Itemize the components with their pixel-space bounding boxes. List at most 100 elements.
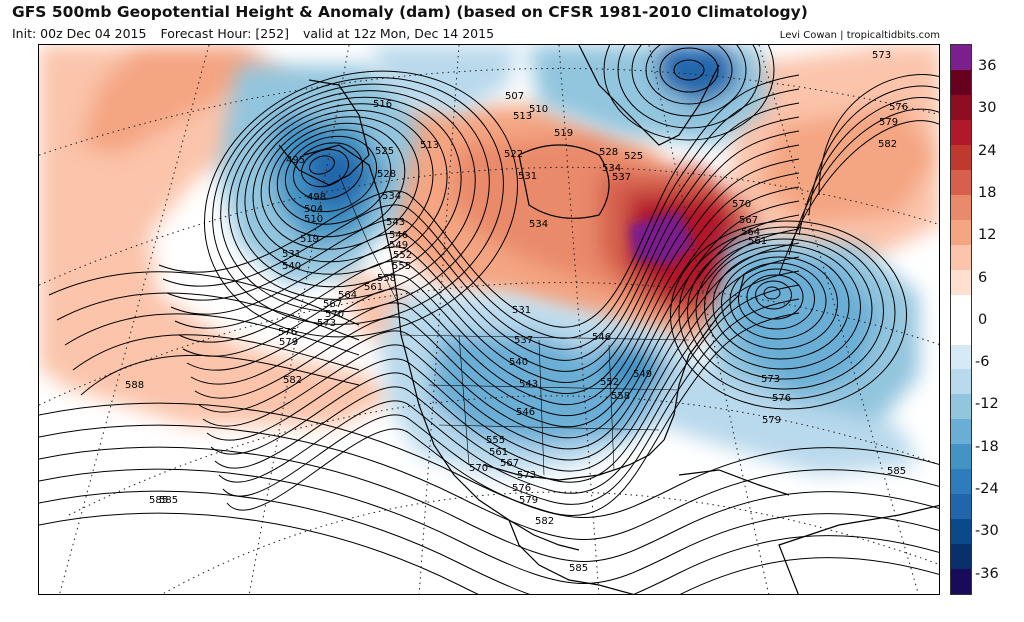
height-contour (162, 88, 800, 339)
southern-height-contour (39, 468, 939, 584)
height-contour (182, 158, 800, 394)
mexico-coast (508, 519, 634, 594)
alaska-low-contour (228, 90, 476, 300)
height-contour (218, 284, 800, 494)
cuba (678, 469, 790, 496)
colorbar-tick-label: 0 (978, 311, 988, 328)
colorbar-tick-label: 30 (978, 100, 997, 117)
atlantic-ridge-contour (818, 74, 939, 196)
contour-value-label: 525 (375, 146, 394, 157)
contour-value-label: 546 (592, 332, 611, 343)
alaska-low-contour (309, 155, 335, 175)
atlantic-ridge-contour (788, 108, 939, 256)
colorbar-tick-label: -18 (975, 438, 999, 455)
colorbar-segment (951, 244, 971, 270)
height-contour (198, 214, 800, 439)
atlantic-low-contour (678, 226, 896, 400)
pacific-ridge-contour (64, 313, 360, 356)
greenland-low-contour (603, 45, 775, 141)
colorbar-segment (951, 394, 971, 420)
height-contour (202, 228, 800, 450)
gulf-coast (483, 439, 665, 481)
colorbar-segment (951, 169, 971, 195)
negative-anomaly-southeast (599, 345, 669, 395)
contour-value-label: 561 (364, 282, 383, 293)
contour-value-label: 582 (283, 375, 302, 386)
contour-value-label: 561 (748, 236, 767, 247)
north-america-west-coast (303, 144, 580, 551)
atlantic-low-contour (729, 262, 827, 340)
atlantic-low-contour (755, 280, 793, 310)
colorbar-segment (951, 519, 971, 545)
contour-value-label: 582 (878, 139, 897, 150)
height-contour (174, 130, 800, 372)
negative-anomaly-greenland-core (659, 45, 739, 105)
height-contour (190, 186, 800, 416)
pacific-ridge-contour (56, 292, 360, 341)
greenland-coast (578, 45, 720, 146)
colorbar-segment (951, 94, 971, 120)
contour-value-label: 585 (569, 563, 588, 574)
valid-time: valid at 12z Mon, Dec 14 2015 (303, 26, 495, 41)
colorbar-segment (951, 469, 971, 495)
colorbar-tick-label: 36 (978, 58, 997, 74)
contour-value-label: 558 (611, 391, 630, 402)
contour-value-label: 543 (386, 217, 405, 228)
colorbar-segment (951, 419, 971, 445)
colorbar-tick-label: -24 (975, 481, 999, 497)
alaska-low-contour (301, 148, 349, 188)
contour-value-label: 585 (149, 495, 168, 506)
contour-value-label: 549 (389, 240, 408, 251)
map-panel: 495 498 504 510 519 531 540 516 525 528 534 543 546 5… (38, 44, 940, 595)
greenland-low-contour (617, 45, 761, 129)
contour-value-label: 576 (772, 393, 791, 404)
init-time: Init: 00z Dec 04 2015 (12, 26, 147, 41)
contour-value-label: 498 (307, 192, 326, 203)
alaska-low-contour (204, 70, 518, 338)
contour-value-label: 561 (489, 447, 508, 458)
alaska-low-contour (220, 83, 490, 313)
contour-value-label: 567 (323, 299, 342, 310)
alaska-low-contour (252, 109, 434, 263)
colorbar-segment (951, 344, 971, 370)
contour-value-label: 513 (513, 111, 532, 122)
greenland-low-contour (673, 59, 705, 81)
contour-value-label: 516 (373, 99, 392, 110)
colorbar-segment (951, 45, 971, 70)
credit-text: Levi Cowan | tropicaltidbits.com (779, 30, 940, 41)
alaska-coast (278, 79, 370, 186)
colorbar-segment (951, 319, 971, 345)
height-contour (158, 74, 800, 328)
anomaly-shading (39, 45, 939, 475)
height-contours (39, 45, 939, 594)
atlantic-low-contour (763, 286, 781, 300)
contour-value-label: 525 (624, 151, 643, 162)
colorbar-segment (951, 444, 971, 470)
contour-value-label: 543 (519, 379, 538, 390)
contour-value-label: 546 (389, 230, 408, 241)
colorbar-segment (951, 494, 971, 520)
positive-anomaly-pacific-south (39, 245, 399, 425)
atlantic-ridge-contour (798, 97, 939, 236)
height-contour (222, 298, 800, 505)
height-contour (166, 102, 800, 350)
contour-value-label: 552 (393, 250, 412, 261)
contour-value-label: 534 (382, 191, 401, 202)
alaska-low-contour (236, 96, 462, 288)
colorbar-tick-label: -6 (975, 354, 990, 371)
map-title: GFS 500mb Geopotential Height & Anomaly … (12, 3, 808, 21)
contour-value-label: 579 (519, 495, 538, 506)
atlantic-low-contour (670, 220, 908, 410)
contour-value-label: 579 (279, 337, 298, 348)
pacific-ridge-contour (72, 334, 360, 371)
height-contour (210, 256, 800, 472)
pacific-ridge-contour (48, 271, 360, 326)
greenland-low-contour (659, 47, 719, 93)
hudson-bay (518, 144, 610, 219)
contour-value-label: 495 (286, 155, 305, 166)
greenland-low-contour (645, 45, 733, 105)
colorbar-segment (951, 119, 971, 145)
contour-value-label: 504 (304, 204, 323, 215)
contour-value-label: 564 (338, 290, 357, 301)
contour-value-label: 570 (732, 199, 751, 210)
